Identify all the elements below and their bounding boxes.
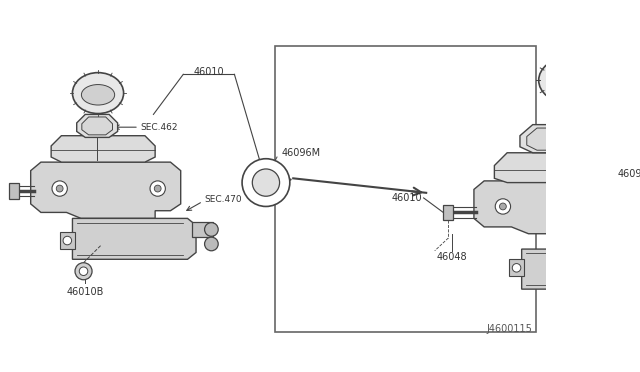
Text: 46010B: 46010B <box>67 287 104 297</box>
Bar <box>444 205 454 220</box>
Circle shape <box>205 237 218 251</box>
Polygon shape <box>520 125 580 153</box>
Circle shape <box>56 185 63 192</box>
Ellipse shape <box>81 84 115 105</box>
Text: SEC.470: SEC.470 <box>205 195 242 204</box>
Circle shape <box>495 199 511 214</box>
Circle shape <box>512 264 521 272</box>
Polygon shape <box>31 162 180 218</box>
Circle shape <box>499 203 506 210</box>
Circle shape <box>75 263 92 280</box>
Polygon shape <box>51 136 155 162</box>
Circle shape <box>589 199 604 214</box>
Bar <box>8 183 19 199</box>
Polygon shape <box>474 181 622 234</box>
Text: SEC.462: SEC.462 <box>141 123 178 132</box>
Circle shape <box>205 223 218 236</box>
Polygon shape <box>527 128 573 150</box>
Circle shape <box>52 181 67 196</box>
Text: 46096M: 46096M <box>282 148 321 158</box>
Bar <box>509 259 524 276</box>
Polygon shape <box>77 115 118 137</box>
Text: 46048: 46048 <box>436 252 467 262</box>
Circle shape <box>79 267 88 276</box>
Circle shape <box>150 181 165 196</box>
Circle shape <box>593 203 600 210</box>
Polygon shape <box>72 218 196 259</box>
Polygon shape <box>82 117 113 135</box>
Circle shape <box>242 159 290 206</box>
Bar <box>275 46 536 332</box>
Circle shape <box>63 236 72 245</box>
Ellipse shape <box>539 58 595 102</box>
Text: 46090: 46090 <box>618 169 640 179</box>
Ellipse shape <box>72 73 124 113</box>
Text: 46010: 46010 <box>391 193 422 203</box>
Bar <box>634 250 640 265</box>
Ellipse shape <box>550 103 583 122</box>
Bar <box>60 232 75 249</box>
Ellipse shape <box>555 107 579 119</box>
Ellipse shape <box>548 71 585 95</box>
Circle shape <box>154 185 161 192</box>
Polygon shape <box>494 153 609 183</box>
Text: J4600115: J4600115 <box>487 324 532 334</box>
Polygon shape <box>522 249 637 289</box>
Circle shape <box>252 169 280 196</box>
Bar <box>192 222 213 237</box>
Text: 46010: 46010 <box>193 67 224 77</box>
